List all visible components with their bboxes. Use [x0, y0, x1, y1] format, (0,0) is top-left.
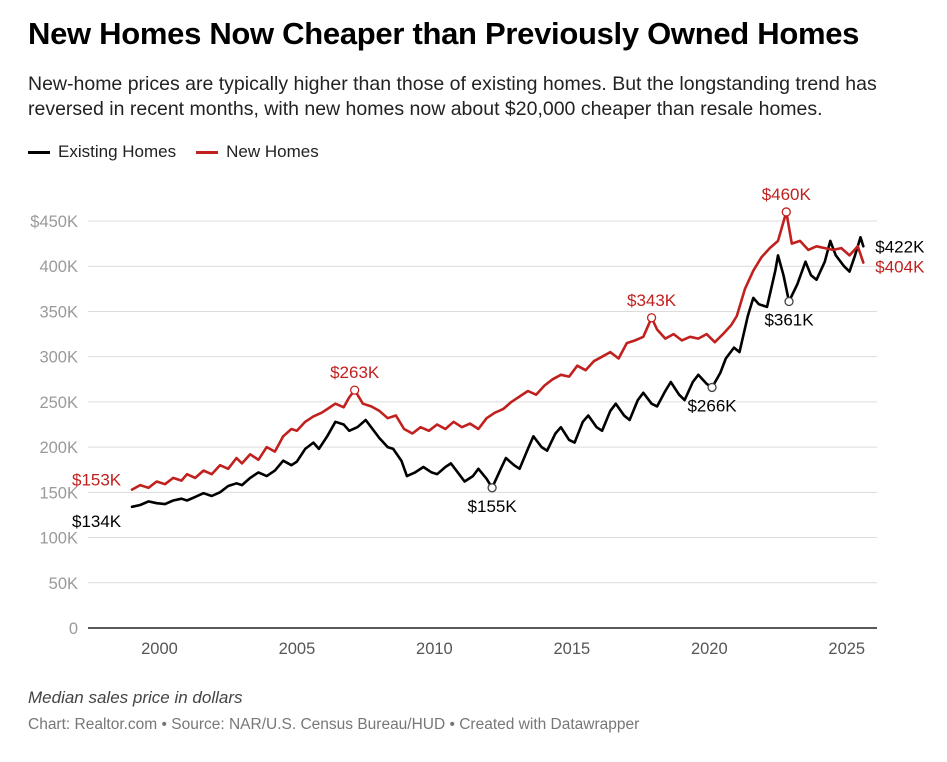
annotation-label-existing-homes-155k: $155K — [468, 497, 518, 516]
chart-title: New Homes Now Cheaper than Previously Ow… — [28, 16, 860, 51]
x-tick-label-2010: 2010 — [416, 640, 453, 658]
legend-swatch-new — [196, 150, 219, 154]
annotation-label-new-homes-460k: $460K — [762, 185, 812, 204]
annotation-label-existing-homes-422k: $422K — [875, 237, 925, 256]
y-tick-label-250k: 250K — [39, 394, 78, 412]
legend-swatch-existing — [28, 150, 50, 154]
annotation-marker-new-homes-460k — [781, 207, 791, 217]
x-axis-ticks: 2000 2005 2010 2015 2020 2025 — [141, 640, 865, 658]
y-tick-label-400k: 400K — [39, 258, 78, 276]
y-tick-label-450k: $450K — [30, 213, 78, 231]
annotation-label-existing-homes-266k: $266K — [687, 396, 737, 415]
y-tick-label-300k: 300K — [39, 349, 78, 367]
series-line-existing-homes — [130, 236, 865, 509]
chart-subtitle: New-home prices are typically higher tha… — [28, 73, 877, 120]
legend-label-existing: Existing Homes — [58, 142, 177, 161]
series-line-new-homes — [130, 210, 865, 491]
annotation-marker-existing-homes-155k — [487, 483, 497, 493]
annotation-label-new-homes-153k: $153K — [72, 471, 122, 490]
x-tick-label-2005: 2005 — [279, 640, 316, 658]
y-tick-label-0: 0 — [69, 620, 78, 638]
y-tick-label-350k: 350K — [39, 303, 78, 321]
legend-label-new: New Homes — [226, 142, 319, 161]
legend-item-existing: Existing Homes — [28, 142, 176, 162]
annotation-label-new-homes-404k: $404K — [875, 258, 925, 277]
y-axis-ticks: 0 50K 100K 150K 200K 250K 300K 350K 400K $450K — [30, 213, 78, 638]
x-tick-label-2000: 2000 — [141, 640, 178, 658]
annotation-label-new-homes-263k: $263K — [330, 363, 380, 382]
x-tick-label-2020: 2020 — [691, 640, 728, 658]
chart-legend: Existing Homes New Homes — [28, 142, 319, 162]
y-tick-label-50k: 50K — [49, 575, 78, 593]
series-lines — [130, 210, 865, 509]
x-tick-label-2015: 2015 — [553, 640, 590, 658]
annotation-label-existing-homes-134k: $134K — [72, 512, 122, 531]
line-chart: 0 50K 100K 150K 200K 250K 300K 350K 400K $450K 20… — [30, 185, 925, 658]
annotation-marker-new-homes-263k — [350, 385, 360, 395]
y-tick-label-150k: 150K — [39, 484, 78, 502]
legend-item-new: New Homes — [196, 142, 319, 162]
chart-credit: Chart: Realtor.com • Source: NAR/U.S. Ce… — [28, 716, 640, 733]
annotation-label-new-homes-343k: $343K — [627, 291, 677, 310]
annotation-marker-existing-homes-266k — [707, 382, 717, 393]
annotation-marker-existing-homes-361k — [784, 296, 794, 307]
annotations: $153K $134K $263K $155K $343K $266K $460K $361K… — [72, 185, 925, 531]
chart-note: Median sales price in dollars — [28, 688, 243, 707]
y-tick-label-200k: 200K — [39, 439, 78, 457]
annotation-marker-new-homes-343k — [646, 313, 657, 323]
y-tick-label-100k: 100K — [39, 530, 78, 548]
annotation-label-existing-homes-361k: $361K — [764, 310, 814, 329]
x-tick-label-2025: 2025 — [828, 640, 865, 658]
